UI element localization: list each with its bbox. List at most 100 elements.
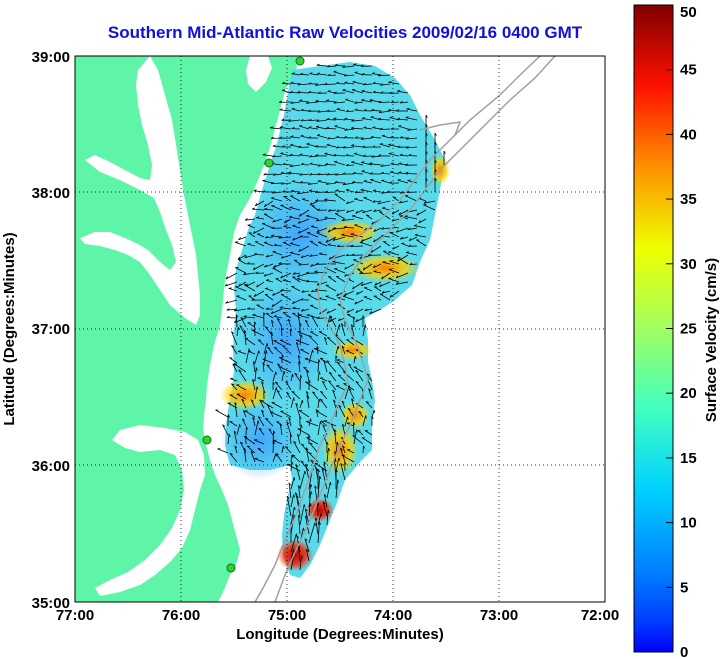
colorbar-tick-label: 15 [680, 450, 697, 467]
velocity-arrow-head [263, 273, 267, 277]
velocity-arrow-head [335, 81, 339, 84]
velocity-arrow [351, 89, 364, 94]
velocity-arrow [323, 494, 328, 508]
velocity-arrow-head [254, 321, 257, 325]
velocity-arrow [362, 324, 366, 337]
velocity-arrow-head [296, 535, 300, 539]
velocity-arrow-head [377, 74, 381, 77]
velocity-arrow [262, 362, 265, 373]
velocity-arrow-head [343, 136, 347, 139]
velocity-arrow-head [374, 282, 377, 286]
colorbar-tick-label: 40 [680, 126, 697, 143]
velocity-arrow [353, 429, 357, 445]
velocity-arrow [316, 218, 328, 222]
velocity-arrow [352, 182, 364, 184]
velocity-arrow-head [272, 191, 276, 194]
velocity-arrow-head [315, 99, 319, 102]
velocity-arrow-head [345, 109, 349, 112]
velocity-arrow-head [292, 272, 296, 275]
velocity-arrow-head [295, 492, 298, 495]
velocity-arrow-head [267, 346, 271, 349]
velocity-arrow-head [322, 501, 326, 505]
velocity-arrow [319, 398, 328, 409]
velocity-arrow [305, 463, 310, 481]
velocity-arrow [298, 227, 310, 234]
velocity-arrow-head [300, 374, 303, 378]
velocity-arrow-head [342, 423, 345, 427]
velocity-arrow-head [395, 275, 399, 279]
velocity-arrow-head [423, 200, 427, 204]
velocity-arrow [297, 428, 310, 436]
velocity-arrow-head [400, 236, 403, 240]
velocity-arrow-head [243, 447, 247, 451]
velocity-arrow [297, 544, 301, 562]
velocity-arrow [364, 430, 373, 436]
velocity-arrow [256, 217, 265, 220]
velocity-arrow [285, 381, 292, 391]
velocity-arrow [317, 73, 328, 76]
velocity-arrow-head [322, 380, 325, 384]
velocity-arrow-head [378, 110, 382, 114]
velocity-arrow [399, 101, 409, 104]
velocity-arrow [291, 181, 301, 184]
velocity-arrow-head [396, 109, 400, 112]
velocity-arrow-head [361, 98, 365, 101]
high-velocity-patch-8 [277, 539, 313, 571]
velocity-arrow-head [309, 202, 313, 206]
velocity-arrow-head [283, 225, 287, 227]
velocity-arrow [316, 281, 328, 286]
velocity-arrow-head [405, 116, 409, 118]
velocity-arrow-head [272, 292, 275, 296]
velocity-arrow [305, 515, 310, 535]
velocity-arrow [256, 281, 265, 288]
velocity-arrow [381, 135, 391, 139]
velocity-arrow-head [231, 331, 235, 334]
velocity-arrow-head [247, 243, 251, 245]
velocity-arrow-head [317, 180, 321, 182]
velocity-arrow [304, 319, 310, 328]
velocity-arrow-head [316, 346, 320, 350]
velocity-arrow [299, 173, 310, 176]
velocity-arrow [261, 409, 265, 418]
velocity-arrow-head [308, 136, 312, 139]
x-tick-label: 74:00 [374, 607, 412, 624]
velocity-arrow [406, 108, 418, 112]
velocity-arrow-head [346, 310, 350, 314]
velocity-arrow-head [244, 330, 247, 334]
velocity-arrow [252, 416, 256, 427]
velocity-arrow-head [315, 262, 319, 265]
velocity-arrow-head [405, 146, 409, 149]
velocity-arrow-head [362, 82, 366, 86]
velocity-arrow-head [319, 476, 322, 480]
velocity-arrow-head [252, 416, 255, 420]
velocity-arrow-head [434, 132, 437, 136]
velocity-arrow [305, 281, 319, 283]
velocity-arrow-head [297, 312, 301, 316]
velocity-arrow [381, 180, 391, 184]
velocity-arrow-head [389, 294, 392, 298]
velocity-arrow-head [388, 152, 392, 154]
velocity-arrow [329, 315, 337, 328]
velocity-arrow-head [369, 162, 373, 165]
velocity-arrow [278, 236, 292, 239]
velocity-arrow [363, 197, 373, 202]
velocity-arrow-head [365, 415, 367, 419]
velocity-arrow [333, 399, 337, 409]
velocity-arrow [346, 308, 355, 314]
velocity-arrow-head [342, 65, 346, 68]
velocity-arrow-head [337, 361, 341, 364]
velocity-arrow [299, 470, 306, 490]
high-velocity-patch-5 [340, 401, 370, 429]
velocity-arrow-head [341, 345, 345, 349]
velocity-arrow [361, 90, 373, 94]
velocity-arrow [413, 225, 427, 229]
velocity-arrow-head [340, 462, 344, 466]
velocity-arrow [316, 64, 328, 67]
velocity-arrow [299, 125, 310, 130]
velocity-arrow-head [321, 420, 325, 422]
velocity-arrow [354, 109, 364, 112]
velocity-arrow [355, 381, 364, 391]
velocity-arrow [371, 109, 382, 112]
velocity-arrow-head [281, 118, 285, 121]
